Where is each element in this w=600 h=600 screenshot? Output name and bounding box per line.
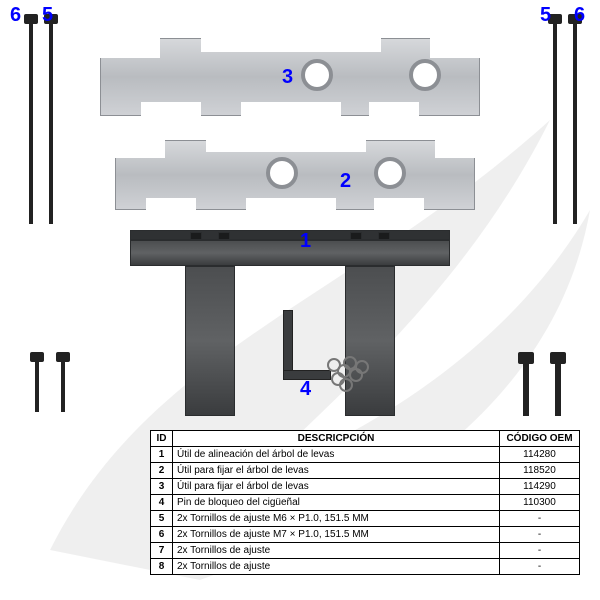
table-row: 3Útil para fijar el árbol de levas114290 <box>151 479 580 495</box>
bolt-short-left-a <box>30 352 44 412</box>
table-row: 52x Tornillos de ajuste M6 × P1.0, 151.5… <box>151 511 580 527</box>
callout-3: 3 <box>282 66 293 89</box>
callout-5-right: 5 <box>540 4 551 27</box>
parts-table: ID DESCRICPCIÓN CÓDIGO OEM 1Útil de alin… <box>150 430 580 575</box>
callout-2: 2 <box>340 170 351 193</box>
bolt-right-6 <box>568 14 582 224</box>
table-row: 2Útil para fijar el árbol de levas118520 <box>151 463 580 479</box>
callout-4: 4 <box>300 378 311 401</box>
table-row: 4Pin de bloqueo del cigüeñal110300 <box>151 495 580 511</box>
th-desc: DESCRICPCIÓN <box>173 431 500 447</box>
table-body: 1Útil de alineación del árbol de levas11… <box>151 447 580 575</box>
crankshaft-pin-4 <box>275 310 385 420</box>
table-header-row: ID DESCRICPCIÓN CÓDIGO OEM <box>151 431 580 447</box>
th-oem: CÓDIGO OEM <box>500 431 580 447</box>
th-id: ID <box>151 431 173 447</box>
bolt-short-right-b <box>550 352 566 416</box>
table-row: 82x Tornillos de ajuste- <box>151 559 580 575</box>
table-row: 62x Tornillos de ajuste M7 × P1.0, 151.5… <box>151 527 580 543</box>
callout-6-right: 6 <box>574 4 585 27</box>
table-row: 1Útil de alineación del árbol de levas11… <box>151 447 580 463</box>
camshaft-plate-2 <box>115 140 475 210</box>
bolt-left-6 <box>24 14 38 224</box>
bolt-short-right-a <box>518 352 534 416</box>
table-row: 72x Tornillos de ajuste- <box>151 543 580 559</box>
bolt-short-left-b <box>56 352 70 412</box>
bolt-left-5 <box>44 14 58 224</box>
bolt-right-5 <box>548 14 562 224</box>
callout-1: 1 <box>300 230 311 253</box>
callout-6-left: 6 <box>10 4 21 27</box>
diagram-stage: 6 5 5 6 3 2 1 4 ID DESCRICPCIÓN CÓDIGO O… <box>0 0 600 600</box>
callout-5-left: 5 <box>42 4 53 27</box>
